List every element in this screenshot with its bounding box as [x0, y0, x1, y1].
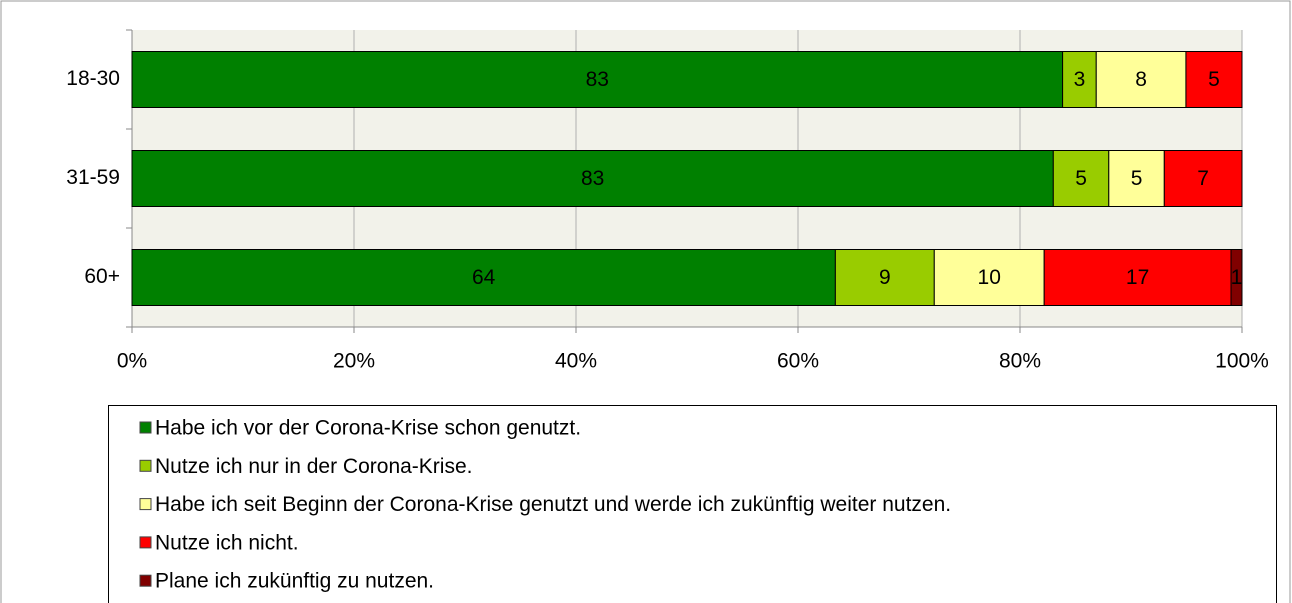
x-tick-label: 60% — [777, 350, 819, 373]
bar-segment — [933, 249, 1045, 306]
bar-segment — [1052, 150, 1110, 207]
data-label: 83 — [586, 68, 609, 91]
bar-segment — [1095, 51, 1187, 108]
legend-label: Habe ich vor der Corona-Krise schon genu… — [155, 417, 581, 440]
bar-segment — [1185, 51, 1243, 108]
bar-segment — [834, 249, 935, 306]
bar-segment — [1043, 249, 1232, 306]
data-label: 5 — [1208, 68, 1220, 91]
bar-segment — [131, 150, 1054, 207]
legend-swatch — [139, 459, 152, 472]
data-label: 9 — [879, 266, 891, 289]
legend-swatch — [139, 421, 152, 434]
data-label: 7 — [1197, 167, 1209, 190]
y-tick-label: 31-59 — [66, 166, 120, 189]
legend-box — [108, 405, 1277, 603]
x-tick-label: 20% — [333, 350, 375, 373]
data-label: 64 — [472, 266, 496, 289]
x-tick-label: 0% — [117, 350, 147, 373]
data-label: 5 — [1131, 167, 1143, 190]
legend-label: Plane ich zukünftig zu nutzen. — [155, 570, 434, 593]
data-label: 5 — [1075, 167, 1087, 190]
legend-swatch — [139, 536, 152, 549]
bar-segment — [131, 249, 836, 306]
legend-label: Nutze ich nur in der Corona-Krise. — [155, 455, 472, 478]
data-label: 1 — [1231, 266, 1243, 289]
bar-segment — [1062, 51, 1097, 108]
x-tick-label: 80% — [999, 350, 1041, 373]
data-label: 8 — [1135, 68, 1147, 91]
data-label: 3 — [1074, 68, 1086, 91]
bar-segment — [1230, 249, 1243, 306]
x-tick-label: 40% — [555, 350, 597, 373]
legend-label: Habe ich seit Beginn der Corona-Krise ge… — [155, 493, 951, 516]
bar-segment — [1163, 150, 1243, 207]
legend-swatch — [139, 498, 152, 511]
data-label: 10 — [978, 266, 1001, 289]
y-tick-label: 60+ — [84, 265, 120, 288]
y-tick-label: 18-30 — [66, 67, 120, 90]
legend-label: Nutze ich nicht. — [155, 531, 299, 554]
data-label: 17 — [1126, 266, 1149, 289]
data-label: 83 — [581, 167, 604, 190]
bar-segment — [131, 51, 1064, 108]
x-tick-label: 100% — [1215, 350, 1269, 373]
legend-swatch — [139, 574, 152, 587]
